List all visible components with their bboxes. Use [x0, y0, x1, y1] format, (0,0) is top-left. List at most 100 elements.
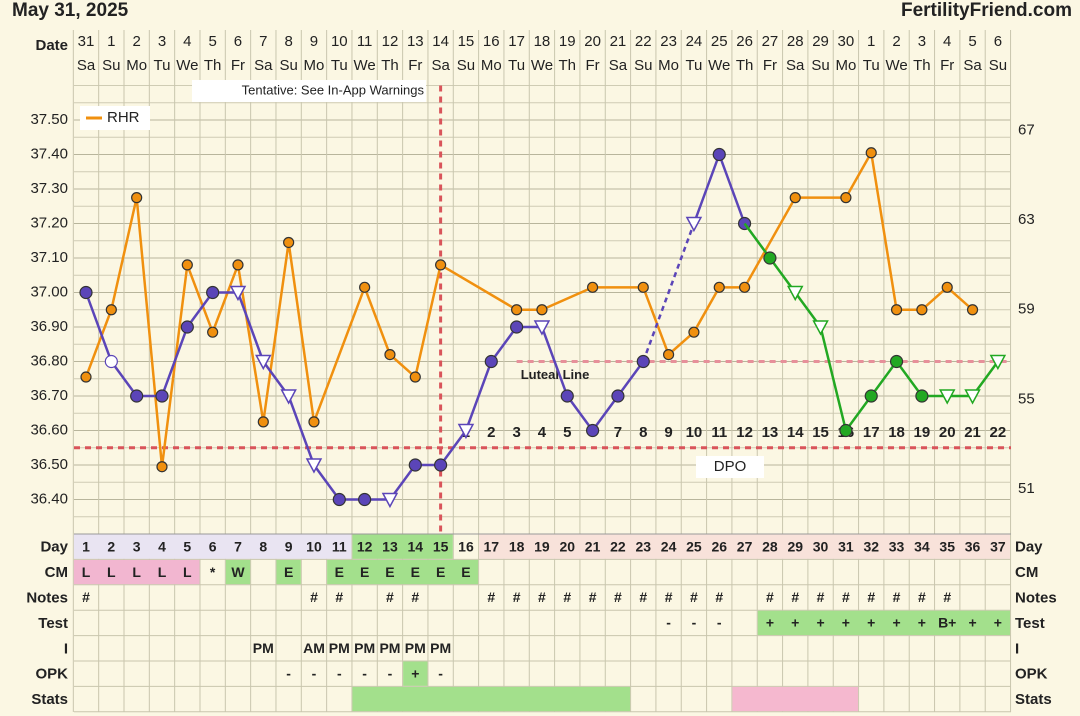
cell-text: 2	[107, 538, 115, 554]
cell-text: +	[842, 615, 850, 631]
cell-text: 7	[234, 538, 242, 554]
site-name: FertilityFriend.com	[901, 0, 1072, 21]
cell-text: 20	[559, 538, 575, 554]
date-label: 29	[812, 33, 829, 50]
point-marker	[915, 389, 929, 403]
dpo-number: 18	[888, 424, 905, 441]
cell-fill	[757, 610, 1011, 636]
point-marker	[839, 423, 853, 438]
date-label: 26	[736, 33, 753, 50]
cell-text: #	[82, 589, 90, 605]
cell-text: PM	[354, 640, 375, 656]
row-label-right: I	[1015, 640, 1019, 657]
weekday-label: Fr	[586, 57, 600, 74]
cell-text: PM	[253, 640, 274, 656]
weekday-label: Mo	[658, 57, 679, 74]
gap-connector	[642, 223, 696, 362]
cell-text: #	[386, 589, 394, 605]
point-marker	[738, 281, 751, 293]
point-marker	[232, 259, 244, 271]
weekday-label: Th	[381, 57, 399, 74]
point-marker	[181, 259, 193, 271]
weekday-label: We	[176, 57, 198, 74]
row-label: Day	[40, 539, 68, 556]
cell-fill	[479, 534, 1011, 559]
weekday-label: Fr	[408, 57, 422, 74]
cell-text: 13	[382, 538, 398, 554]
cell-text: -	[312, 665, 317, 681]
cell-text: 1	[82, 538, 90, 554]
weekday-label: Sa	[786, 57, 805, 74]
dpo-number: 2	[487, 424, 495, 441]
cell-text: 35	[939, 538, 955, 554]
cell-text: +	[411, 665, 419, 681]
cell-text: 24	[661, 538, 677, 554]
date-label: 31	[78, 33, 95, 50]
cell-text: L	[132, 564, 141, 580]
cell-text: #	[335, 589, 343, 605]
row-label-right: Stats	[1015, 691, 1052, 708]
cell-text: #	[310, 589, 318, 605]
point-marker	[510, 320, 524, 334]
y2-tick-label: 59	[1018, 301, 1035, 318]
point-marker	[207, 326, 219, 338]
cell-text: PM	[379, 640, 400, 656]
y-tick-label: 37.10	[30, 249, 68, 266]
weekday-label: Su	[634, 57, 652, 74]
weekday-label: Tu	[863, 57, 880, 74]
date-label: 27	[762, 33, 779, 50]
weekday-label: Sa	[77, 57, 96, 74]
date-label: 30	[838, 33, 855, 50]
cell-text: E	[335, 564, 344, 580]
point-marker	[457, 423, 475, 440]
y-tick-label: 36.90	[30, 318, 68, 335]
cell-fill	[352, 686, 631, 712]
point-marker	[560, 389, 574, 403]
weekday-label: Tu	[508, 57, 525, 74]
point-marker	[941, 281, 953, 293]
cell-fill	[225, 559, 251, 585]
cell-text: E	[411, 564, 420, 580]
cell-text: -	[286, 665, 291, 681]
point-marker	[155, 389, 169, 403]
row-label-right: Notes	[1015, 589, 1057, 606]
cell-text: L	[183, 564, 192, 580]
cell-text: 29	[787, 538, 803, 554]
cell-text: #	[665, 589, 673, 605]
date-label: 4	[943, 33, 951, 50]
cell-text: 17	[483, 538, 499, 554]
cell-fill	[352, 534, 453, 559]
date-label: 14	[432, 33, 449, 50]
dpo-number: 19	[914, 424, 931, 441]
y-tick-label: 37.20	[30, 214, 68, 231]
point-marker	[305, 458, 323, 474]
row-label: Notes	[26, 589, 68, 606]
weekday-label: We	[885, 57, 907, 74]
point-marker	[586, 281, 599, 293]
point-marker	[79, 285, 93, 300]
point-marker	[409, 371, 421, 383]
date-label: 2	[892, 33, 900, 50]
cell-text: -	[666, 615, 671, 631]
weekday-label: Su	[811, 57, 829, 74]
point-marker	[229, 285, 247, 302]
cell-text: 16	[458, 538, 474, 554]
y2-tick-label: 67	[1018, 121, 1035, 138]
cell-text: -	[692, 615, 697, 631]
point-marker	[435, 259, 447, 271]
point-marker	[104, 354, 118, 369]
date-label: 7	[259, 33, 267, 50]
point-marker	[358, 492, 372, 507]
dpo-number: 10	[686, 424, 703, 441]
weekday-label: Mo	[126, 57, 147, 74]
cell-text: 10	[306, 538, 322, 554]
date-label: 20	[584, 33, 601, 50]
point-marker	[308, 416, 320, 428]
cell-text: -	[337, 665, 342, 681]
cell-text: *	[210, 564, 216, 580]
cell-text: 27	[737, 538, 753, 554]
cell-text: L	[82, 564, 91, 580]
cell-text: 30	[813, 538, 829, 554]
y-tick-label: 37.00	[30, 283, 68, 300]
point-marker	[636, 354, 650, 369]
